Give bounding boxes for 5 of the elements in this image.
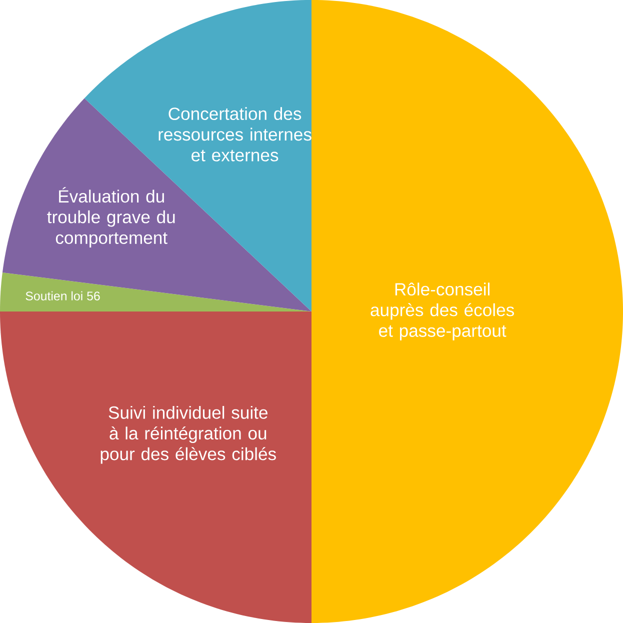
slice-label: Rôle-conseil auprès des écoles et passe-partout [370, 282, 514, 340]
slice-label: Évaluation du trouble grave du comportement [47, 187, 175, 248]
slice-label: Concertation des ressources internes et externes [158, 107, 312, 162]
slice-label: Soutien loi 56 [26, 291, 100, 300]
slice-label: Suivi individuel suite à la réintégration ou pour des élèves ciblés [100, 406, 276, 464]
